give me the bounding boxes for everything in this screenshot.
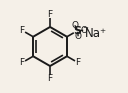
Text: −: −: [83, 25, 88, 31]
Text: F: F: [19, 58, 25, 67]
Text: F: F: [19, 26, 25, 35]
Text: F: F: [47, 74, 53, 83]
Text: F: F: [76, 58, 81, 67]
Text: F: F: [47, 10, 53, 19]
Text: O: O: [71, 21, 78, 30]
Text: Na⁺: Na⁺: [85, 27, 107, 40]
Text: O: O: [80, 26, 87, 35]
Text: S: S: [74, 26, 82, 36]
Text: O: O: [75, 32, 82, 41]
